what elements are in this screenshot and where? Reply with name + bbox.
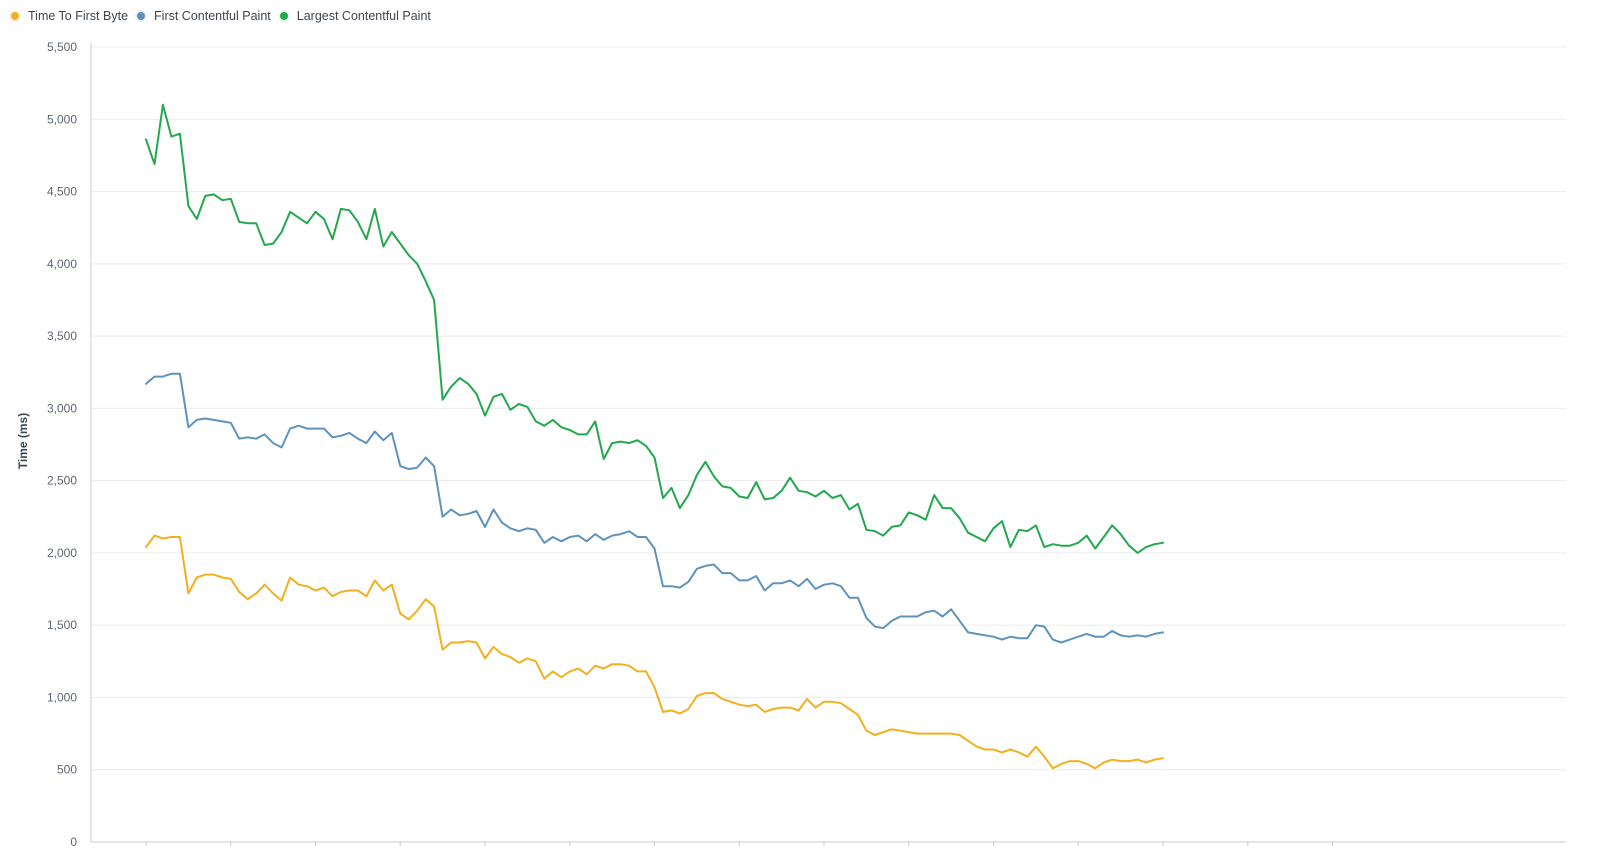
series-line-ttfb[interactable] [145,534,1164,770]
legend-dot-lcp [278,11,289,21]
legend-dot-ttfb [10,11,20,21]
legend-item-lcp[interactable]: Largest Contentful Paint [278,9,431,23]
series-line-lcp[interactable] [145,103,1164,554]
legend: Time To First Byte First Contentful Pain… [10,9,439,23]
y-tick-label: 5,000 [47,112,77,126]
legend-label-fcp: First Contentful Paint [154,9,271,23]
series-line-fcp[interactable] [145,372,1164,644]
y-tick-label: 4,500 [47,185,77,199]
series-layer [145,103,1164,770]
y-tick-label: 5,500 [47,40,77,54]
grid-layer [91,46,1566,771]
y-tick-label: 4,000 [47,257,77,271]
y-tick-label: 3,500 [47,329,77,343]
y-axis-label: Time (ms) [16,413,30,469]
legend-label-ttfb: Time To First Byte [28,9,129,23]
y-tick-label: 3,000 [47,401,77,415]
y-tick-label: 2,500 [47,474,77,488]
y-tick-label: 1,500 [47,618,77,632]
axis-layer: 0 500 1,000 1,500 2,000 2,500 3,000 3,500 4,000 4… [47,40,1566,849]
y-tick-label: 1,000 [47,690,77,704]
legend-item-ttfb[interactable]: Time To First Byte [10,9,128,23]
legend-dot-fcp [136,11,147,21]
legend-item-fcp[interactable]: First Contentful Paint [136,9,271,23]
legend-label-lcp: Largest Contentful Paint [296,9,431,23]
y-tick-label: 2,000 [47,546,77,560]
y-tick-label: 500 [57,763,77,777]
y-tick-label: 0 [70,835,77,849]
